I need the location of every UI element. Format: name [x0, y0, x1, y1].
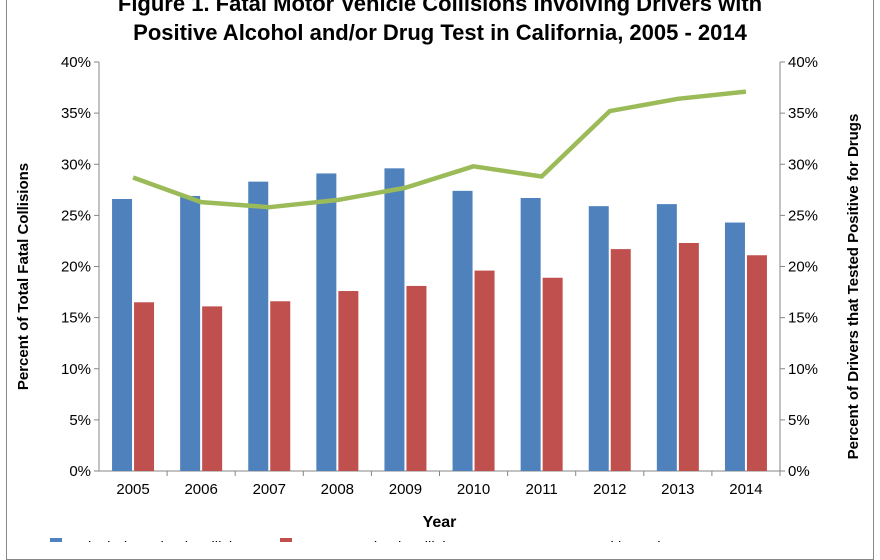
bar-alcohol-2013 [656, 204, 677, 471]
x-tick-label: 2014 [729, 481, 762, 498]
y-tick-label-left: 0% [69, 463, 91, 480]
legend-label: Alcohol-Involved Collisions [78, 539, 256, 542]
y-tick-label-left: 25% [61, 207, 91, 224]
y-tick-label-right: 5% [788, 412, 810, 429]
bar-drug-2009 [406, 285, 427, 471]
bar-alcohol-2007 [248, 181, 269, 471]
y-tick-label-right: 25% [788, 207, 818, 224]
bar-drug-2008 [338, 291, 359, 471]
bar-alcohol-2005 [112, 199, 133, 471]
y-tick-label-left: 15% [61, 310, 91, 327]
y-tick-label-right: 40% [788, 54, 818, 71]
bar-alcohol-2014 [724, 222, 745, 471]
x-tick-label: 2009 [389, 481, 422, 498]
bar-drug-2011 [542, 277, 563, 471]
y-tick-label-left: 20% [61, 259, 91, 276]
chart: 0% 0% 5% 5% 10% 10% 15% 15% 20% 20% 25% 25% 30% 30% 35… [15, 54, 862, 542]
x-axis-title: Year [423, 514, 457, 531]
chart-title-line1: Figure 1. Fatal Motor Vehicle Collisions… [117, 0, 763, 16]
x-tick-label: 2011 [526, 481, 558, 498]
x-tick-label: 2005 [116, 481, 149, 498]
y-tick-label-right: 15% [788, 310, 818, 327]
bar-drug-2014 [746, 255, 767, 471]
legend-label: Drug-Involved Collisions [308, 539, 470, 542]
y-tick-label-left: 10% [61, 361, 91, 378]
bar-drug-2013 [678, 242, 699, 471]
y-axis-title-left: Percent of Total Fatal Collisions [15, 163, 32, 390]
x-tick-label: 2007 [253, 481, 286, 498]
line-drug-positive-drivers [132, 89, 747, 210]
y-axis-title-right: Percent of Drivers that Tested Positive … [845, 114, 862, 460]
bar-drug-2005 [134, 302, 155, 471]
bar-alcohol-2011 [520, 197, 541, 471]
x-tick-label: 2012 [593, 481, 626, 498]
bar-alcohol-2008 [316, 173, 337, 471]
y-tick-label-right: 35% [788, 105, 818, 122]
bar-alcohol-2010 [452, 190, 473, 471]
bar-drug-2012 [610, 249, 631, 471]
y-tick-label-right: 10% [788, 361, 818, 378]
bar-alcohol-2009 [384, 168, 405, 471]
y-tick-label-left: 35% [61, 105, 91, 122]
y-tick-label-right: 30% [788, 156, 818, 173]
y-tick-label-right: 20% [788, 259, 818, 276]
x-tick-label: 2008 [321, 481, 354, 498]
chart-title-line2: Positive Alcohol and/or Drug Test in Cal… [133, 20, 747, 45]
y-tick-label-left: 5% [69, 412, 91, 429]
bar-alcohol-2006 [180, 195, 201, 471]
x-tick-label: 2006 [184, 481, 217, 498]
y-tick-label-right: 0% [788, 463, 810, 480]
bar-drug-2010 [474, 270, 495, 471]
bar-drug-2007 [270, 301, 291, 471]
x-tick-label: 2013 [661, 481, 694, 498]
legend-swatch [50, 538, 62, 542]
y-tick-label-left: 30% [61, 156, 91, 173]
x-tick-label: 2010 [457, 481, 490, 498]
legend-label: Drug Positive Drivers [548, 539, 689, 542]
legend-swatch [280, 538, 292, 542]
bar-drug-2006 [202, 306, 223, 471]
bar-alcohol-2012 [588, 206, 609, 472]
y-tick-label-left: 40% [61, 54, 91, 71]
